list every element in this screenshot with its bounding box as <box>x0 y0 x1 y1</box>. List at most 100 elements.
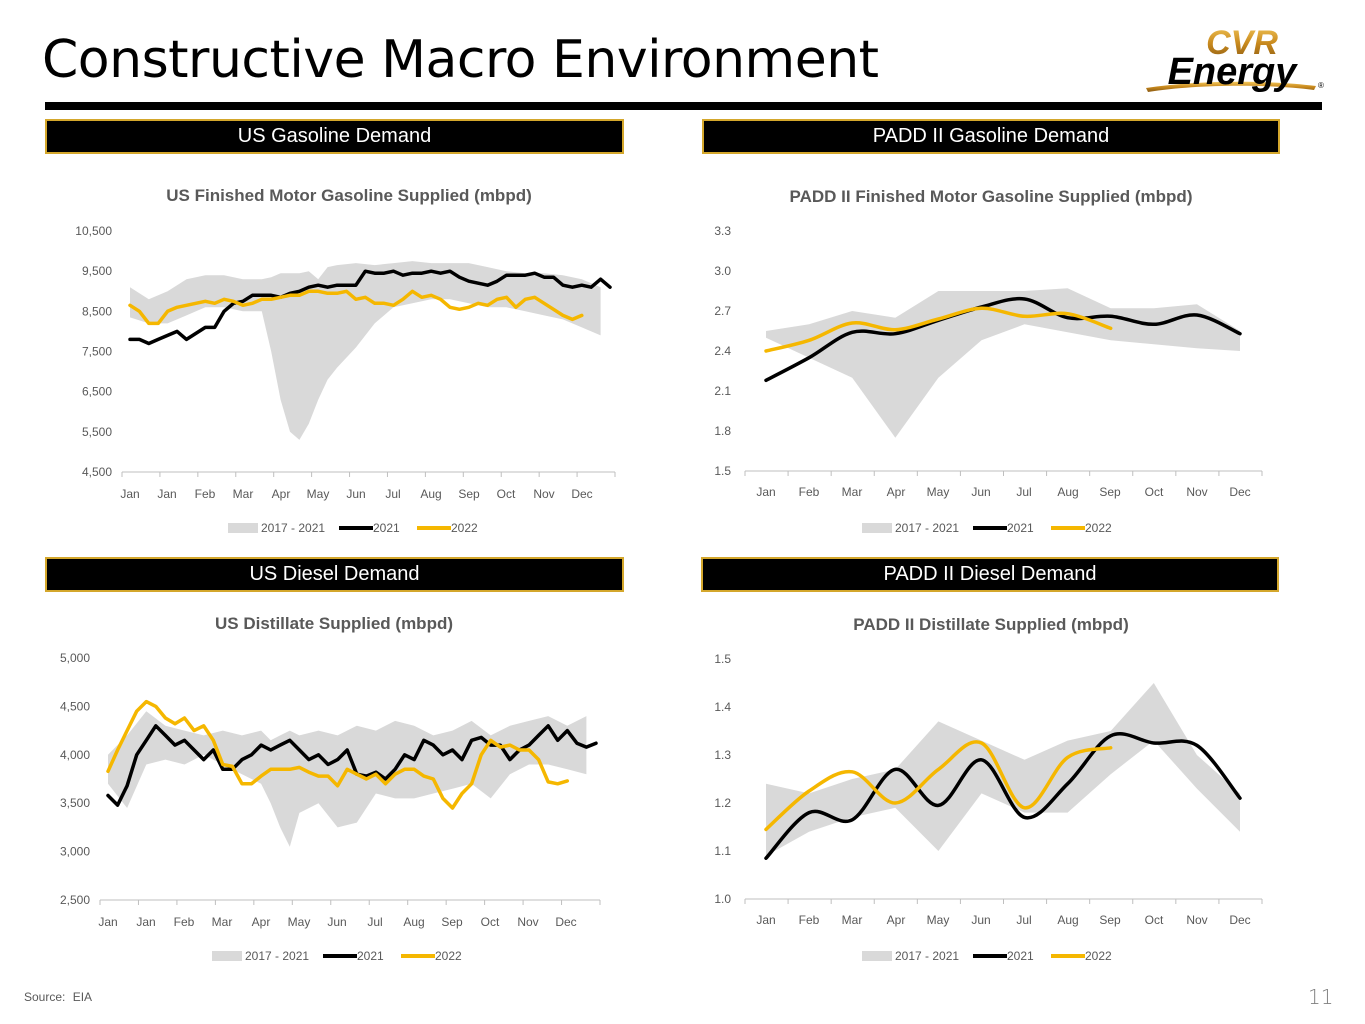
series-line-2021 <box>764 296 1242 383</box>
logo-energy-text: Energy <box>1168 51 1299 93</box>
x-tick-label: Jan <box>120 487 139 501</box>
x-tick-label: Jun <box>971 485 990 499</box>
x-tick-label: Sep <box>458 487 480 501</box>
banner-padd-gasoline: PADD II Gasoline Demand <box>702 119 1280 154</box>
x-tick-label: Aug <box>420 487 441 501</box>
legend-swatch-band <box>228 523 258 533</box>
chart-us_gas: 4,500 5,500 6,500 7,500 8,500 9,500 10,500 Jan J… <box>75 224 616 535</box>
y-tick-label: 9,500 <box>82 264 112 278</box>
series-line-2022 <box>128 289 584 326</box>
legend-label: 2017 - 2021 <box>261 521 325 535</box>
x-tick-label: Oct <box>481 915 500 929</box>
x-tick-label: Dec <box>1229 485 1250 499</box>
legend: 2017 - 2021 2021 2022 <box>212 949 462 963</box>
x-tick-label: Oct <box>1145 913 1164 927</box>
chart-us_diesel: 2,500 3,000 3,500 4,000 4,500 5,000 Jan Jan Feb M… <box>60 651 601 963</box>
y-tick-label: 2.4 <box>714 344 731 358</box>
x-tick-label: May <box>288 915 311 929</box>
page-title: Constructive Macro Environment <box>42 30 879 90</box>
y-tick-label: 5,000 <box>60 651 90 665</box>
x-tick-label: Jun <box>346 487 365 501</box>
x-tick-label: Dec <box>555 915 576 929</box>
x-tick-label: Dec <box>1229 913 1250 927</box>
y-tick-label: 7,500 <box>82 345 112 359</box>
y-tick-label: 6,500 <box>82 385 112 399</box>
legend-swatch-band <box>212 951 242 961</box>
y-tick-label: 5,500 <box>82 425 112 439</box>
x-tick-label: Mar <box>212 915 233 929</box>
x-tick-label: Jan <box>136 915 155 929</box>
source-label: Source: <box>24 990 66 1004</box>
chart-padd_gas: 1.5 1.8 2.1 2.4 2.7 3.0 3.3 Jan Feb Mar Apr May Jun J… <box>714 224 1263 535</box>
legend-swatch-band <box>862 951 892 961</box>
x-tick-label: Feb <box>799 913 820 927</box>
x-tick-label: Feb <box>799 485 820 499</box>
x-tick-label: Feb <box>195 487 216 501</box>
x-tick-label: Jun <box>327 915 346 929</box>
range-band-2017-2021 <box>766 288 1240 438</box>
series-line-2021 <box>106 724 598 807</box>
x-tick-label: Jan <box>157 487 176 501</box>
source-value: EIA <box>72 990 93 1004</box>
x-tick-label: Jul <box>385 487 400 501</box>
banner-us-diesel: US Diesel Demand <box>45 557 624 592</box>
x-tick-label: Aug <box>403 915 424 929</box>
y-tick-label: 2.1 <box>714 384 731 398</box>
chart-title-us-diesel: US Distillate Supplied (mbpd) <box>214 614 454 633</box>
x-tick-label: Mar <box>233 487 254 501</box>
legend-label: 2022 <box>1085 949 1112 963</box>
y-tick-label: 3.3 <box>714 224 731 238</box>
legend: 2017 - 2021 2021 2022 <box>862 949 1112 963</box>
x-tick-label: Apr <box>887 913 906 927</box>
y-tick-label: 4,500 <box>82 465 112 479</box>
x-tick-label: Nov <box>533 487 554 501</box>
series-line-2022 <box>764 740 1113 832</box>
legend-label: 2021 <box>373 521 400 535</box>
x-tick-label: Apr <box>272 487 291 501</box>
x-tick-label: Jan <box>756 913 775 927</box>
legend-label: 2017 - 2021 <box>895 521 959 535</box>
y-tick-label: 8,500 <box>82 304 112 318</box>
x-tick-label: Nov <box>1186 913 1207 927</box>
x-tick-label: Jul <box>367 915 382 929</box>
range-band-2017-2021 <box>130 261 601 440</box>
chart-padd_diesel: 1.0 1.1 1.2 1.3 1.4 1.5 Jan Feb Mar Apr May Jun Jul A… <box>714 652 1263 963</box>
x-tick-label: Mar <box>842 913 863 927</box>
y-tick-label: 4,500 <box>60 699 90 713</box>
x-tick-label: Sep <box>1099 485 1121 499</box>
series-line-2021 <box>764 732 1242 860</box>
banner-us-gasoline: US Gasoline Demand <box>45 119 624 154</box>
x-tick-label: Aug <box>1057 913 1078 927</box>
x-tick-label: May <box>927 913 950 927</box>
legend-label: 2021 <box>1007 949 1034 963</box>
series-line-2022 <box>106 699 570 810</box>
chart-title-us-gas: US Finished Motor Gasoline Supplied (mbp… <box>166 186 532 205</box>
x-tick-label: Mar <box>842 485 863 499</box>
x-tick-label: Jan <box>756 485 775 499</box>
logo-cvr-text: CVR <box>1206 24 1278 62</box>
x-tick-label: Dec <box>571 487 592 501</box>
range-band-2017-2021 <box>766 683 1240 856</box>
logo-swoosh <box>1146 81 1316 92</box>
x-tick-label: Aug <box>1057 485 1078 499</box>
y-tick-label: 3.0 <box>714 264 731 278</box>
x-tick-label: Sep <box>441 915 463 929</box>
legend-label: 2017 - 2021 <box>895 949 959 963</box>
y-tick-label: 1.2 <box>714 796 731 810</box>
y-tick-label: 3,500 <box>60 796 90 810</box>
y-tick-label: 3,000 <box>60 845 90 859</box>
legend: 2017 - 2021 2021 2022 <box>862 521 1112 535</box>
legend-label: 2022 <box>435 949 462 963</box>
y-tick-label: 1.5 <box>714 464 731 478</box>
legend-swatch-band <box>862 523 892 533</box>
y-tick-label: 1.8 <box>714 424 731 438</box>
y-tick-label: 1.1 <box>714 844 731 858</box>
page-number: 11 <box>1308 985 1334 1009</box>
y-tick-label: 4,000 <box>60 748 90 762</box>
y-tick-label: 2,500 <box>60 893 90 907</box>
chart-title-padd-gas: PADD II Finished Motor Gasoline Supplied… <box>789 187 1193 206</box>
logo-registered-mark: ® <box>1318 81 1324 90</box>
legend-label: 2017 - 2021 <box>245 949 309 963</box>
legend: 2017 - 2021 2021 2022 <box>228 521 478 535</box>
